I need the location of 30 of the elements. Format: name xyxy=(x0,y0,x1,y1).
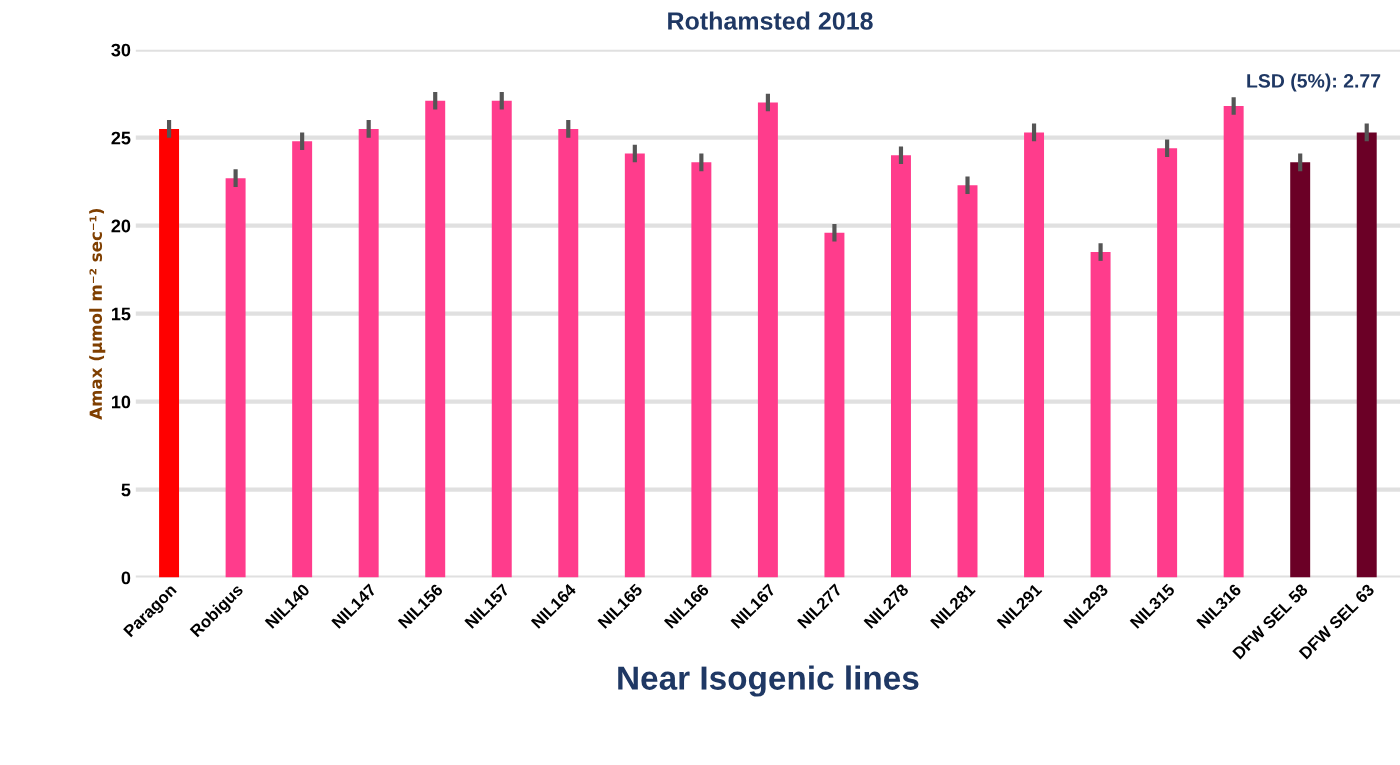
y-axis-title: Amax (µmol m⁻² sec⁻¹) xyxy=(89,208,106,420)
bar xyxy=(624,153,645,578)
bar xyxy=(824,232,845,578)
bar xyxy=(425,100,446,578)
annotation: LSD (5%): 2.77 xyxy=(1247,73,1381,92)
bar xyxy=(159,128,180,578)
bar xyxy=(292,141,313,578)
bar xyxy=(558,128,579,578)
x-axis-title: Near Isogenic lines xyxy=(618,665,919,697)
bar xyxy=(1356,132,1377,578)
y-tick-label: 0 xyxy=(121,571,131,585)
bar xyxy=(491,100,512,578)
y-tick-label: 25 xyxy=(111,131,131,145)
y-tick-label: 20 xyxy=(111,219,131,233)
y-tick-label: 5 xyxy=(121,483,131,497)
bar xyxy=(890,155,911,578)
y-tick-label: 15 xyxy=(111,307,131,321)
bar xyxy=(1024,132,1045,578)
bar xyxy=(225,178,246,578)
bar xyxy=(1290,162,1311,578)
bar xyxy=(691,162,712,578)
bar xyxy=(1223,106,1244,578)
bar xyxy=(358,128,379,578)
bar xyxy=(957,185,978,578)
y-tick-label: 10 xyxy=(111,395,131,409)
bar xyxy=(757,102,778,578)
chart-title: Rothamsted 2018 xyxy=(668,11,873,30)
bar xyxy=(1157,148,1178,578)
y-tick-label: 30 xyxy=(111,43,131,57)
bar xyxy=(1090,252,1111,578)
